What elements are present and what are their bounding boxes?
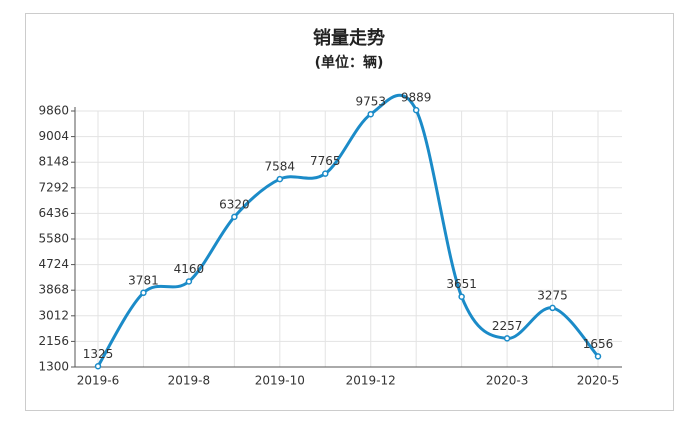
y-tick-label: 4724	[38, 257, 69, 271]
point	[458, 293, 465, 300]
chart-subtitle: (单位：辆)	[315, 54, 384, 71]
point	[322, 170, 329, 177]
point	[594, 353, 602, 360]
data-label: 3275	[537, 288, 568, 302]
y-tick-label: 1300	[38, 360, 69, 374]
y-tick-label: 9004	[38, 129, 69, 143]
point	[412, 106, 420, 114]
data-label: 4160	[174, 262, 205, 276]
x-tick-label: 2019-12	[346, 374, 396, 388]
x-tick-label: 2019-10	[255, 374, 305, 388]
y-tick-label: 5580	[38, 232, 69, 246]
data-label: 1325	[83, 347, 114, 361]
point	[367, 110, 374, 118]
point	[140, 289, 147, 297]
point	[94, 363, 102, 370]
point	[549, 304, 556, 312]
point	[276, 175, 284, 183]
y-tick-label: 6436	[38, 206, 69, 220]
data-label: 3781	[128, 273, 159, 287]
data-label: 9753	[355, 95, 386, 109]
y-tick-label: 3868	[38, 283, 69, 297]
point	[231, 213, 238, 221]
y-tick-label: 2156	[38, 334, 69, 348]
data-label: 7584	[265, 160, 296, 174]
y-tick-label: 3012	[38, 308, 69, 322]
x-tick-label: 2020-5	[577, 374, 620, 388]
x-tick-label: 2020-3	[486, 374, 529, 388]
frame	[25, 13, 674, 411]
point	[185, 278, 193, 285]
y-tick-label: 9860	[38, 104, 69, 118]
x-tick-label: 2019-6	[77, 374, 120, 388]
x-tick-label: 2019-8	[168, 374, 211, 388]
data-label: 2257	[492, 319, 523, 333]
data-label: 9889	[401, 91, 432, 105]
point	[503, 335, 511, 342]
data-label: 7765	[310, 154, 341, 168]
chart-title: 销量走势	[313, 27, 385, 49]
data-label: 1656	[583, 337, 614, 351]
data-label: 6320	[219, 197, 250, 211]
y-tick-label: 7292	[38, 180, 69, 194]
y-tick-label: 8148	[38, 155, 69, 169]
data-label: 3651	[446, 277, 477, 291]
